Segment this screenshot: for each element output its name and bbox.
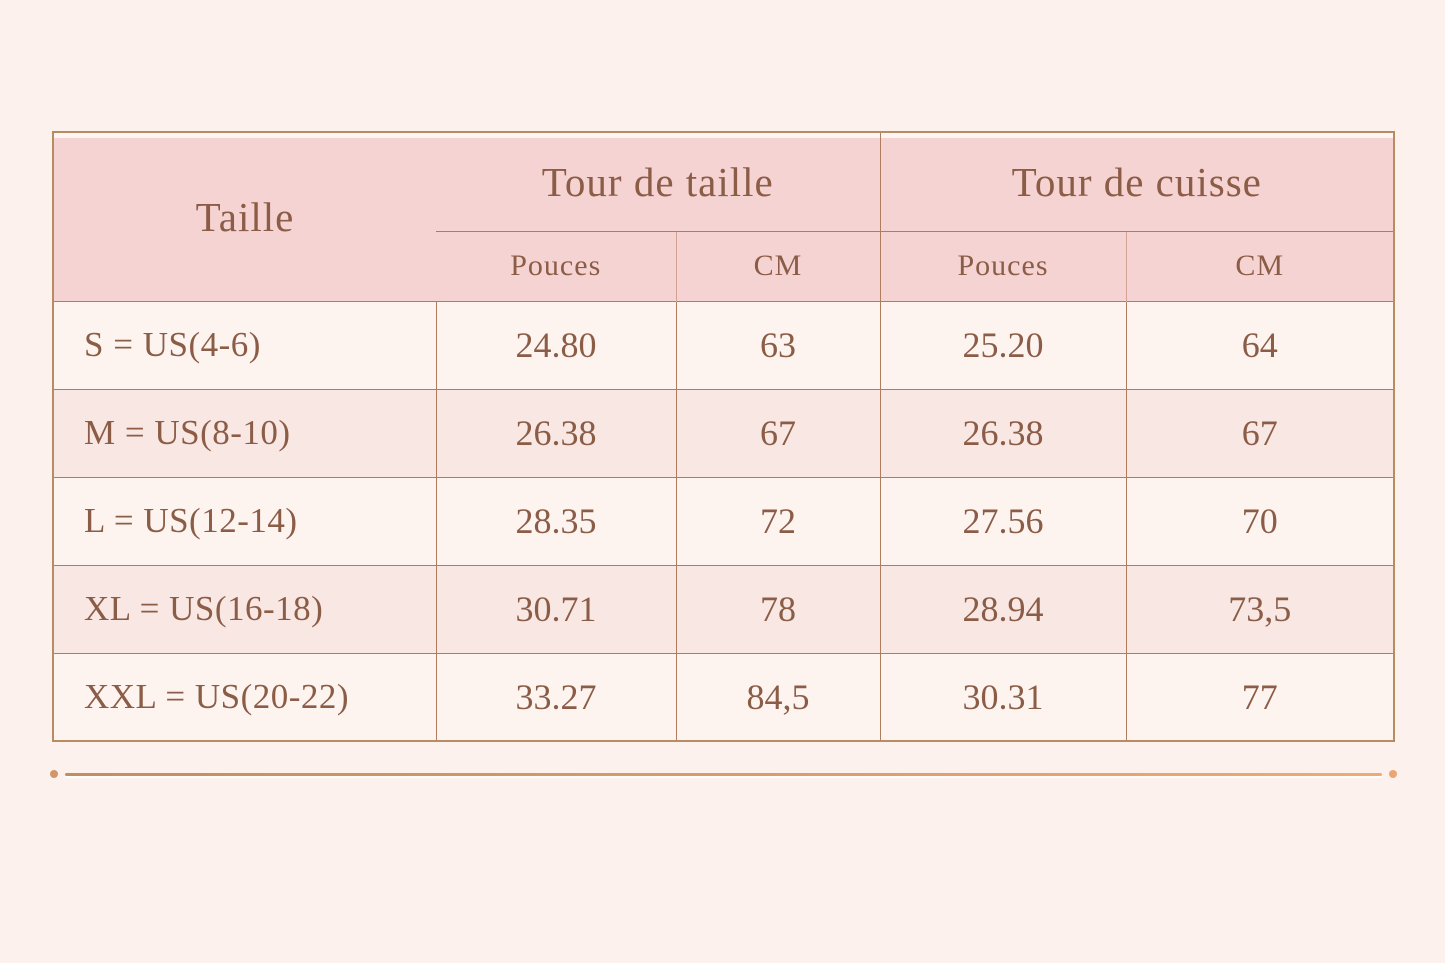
table-header: Taille Tour de taille Tour de cuisse Pou… xyxy=(53,132,1395,301)
header-tour-de-taille: Tour de taille xyxy=(436,132,881,232)
subheader-waist-pouces: Pouces xyxy=(436,231,677,301)
header-tour-de-cuisse: Tour de cuisse xyxy=(880,132,1395,232)
divider-dot-left xyxy=(50,770,58,778)
waist-cm-cell: 78 xyxy=(676,564,881,653)
thigh-pouces-cell: 30.31 xyxy=(880,652,1127,741)
table-row: L = US(12-14) 28.35 72 27.56 70 xyxy=(53,476,1395,565)
decorative-divider xyxy=(50,768,1397,780)
table-row: S = US(4-6) 24.80 63 25.20 64 xyxy=(53,300,1395,389)
waist-cm-cell: 72 xyxy=(676,476,881,565)
size-cell: L = US(12-14) xyxy=(53,476,437,565)
size-chart-table: Taille Tour de taille Tour de cuisse Pou… xyxy=(52,131,1396,742)
thigh-pouces-cell: 26.38 xyxy=(880,388,1127,477)
size-cell: S = US(4-6) xyxy=(53,300,437,389)
thigh-cm-cell: 70 xyxy=(1126,476,1395,565)
divider-line xyxy=(65,772,1382,776)
subheader-waist-cm: CM xyxy=(676,231,881,301)
waist-pouces-cell: 33.27 xyxy=(436,652,677,741)
waist-cm-cell: 63 xyxy=(676,300,881,389)
waist-cm-cell: 67 xyxy=(676,388,881,477)
size-cell: XL = US(16-18) xyxy=(53,564,437,653)
waist-pouces-cell: 26.38 xyxy=(436,388,677,477)
waist-cm-cell: 84,5 xyxy=(676,652,881,741)
thigh-cm-cell: 73,5 xyxy=(1126,564,1395,653)
table-body: S = US(4-6) 24.80 63 25.20 64 M = US(8-1… xyxy=(53,300,1395,741)
table-row: M = US(8-10) 26.38 67 26.38 67 xyxy=(53,388,1395,477)
thigh-pouces-cell: 27.56 xyxy=(880,476,1127,565)
divider-dot-right xyxy=(1389,770,1397,778)
thigh-pouces-cell: 25.20 xyxy=(880,300,1127,389)
table-row: XXL = US(20-22) 33.27 84,5 30.31 77 xyxy=(53,652,1395,741)
thigh-cm-cell: 67 xyxy=(1126,388,1395,477)
header-group-row: Taille Tour de taille Tour de cuisse xyxy=(53,132,1395,301)
thigh-cm-cell: 64 xyxy=(1126,300,1395,389)
size-cell: XXL = US(20-22) xyxy=(53,652,437,741)
thigh-pouces-cell: 28.94 xyxy=(880,564,1127,653)
waist-pouces-cell: 30.71 xyxy=(436,564,677,653)
header-taille: Taille xyxy=(53,132,436,301)
thigh-cm-cell: 77 xyxy=(1126,652,1395,741)
header-sub-row: Pouces CM Pouces CM xyxy=(53,231,1395,301)
table-row: XL = US(16-18) 30.71 78 28.94 73,5 xyxy=(53,564,1395,653)
waist-pouces-cell: 28.35 xyxy=(436,476,677,565)
size-cell: M = US(8-10) xyxy=(53,388,437,477)
subheader-thigh-cm: CM xyxy=(1126,231,1395,301)
subheader-thigh-pouces: Pouces xyxy=(880,231,1127,301)
waist-pouces-cell: 24.80 xyxy=(436,300,677,389)
